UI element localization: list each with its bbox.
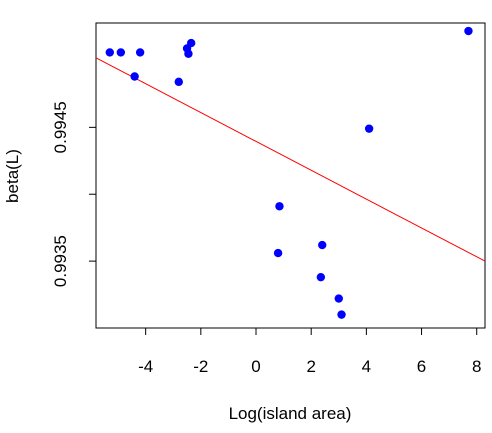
data-point xyxy=(275,202,284,211)
data-point xyxy=(105,48,114,57)
data-point xyxy=(334,294,343,303)
x-axis: -4 -2 0 2 4 6 8 xyxy=(138,328,481,376)
data-point xyxy=(184,49,193,58)
y-tick-label: 0.9945 xyxy=(51,101,70,153)
x-tick-label: 0 xyxy=(251,357,260,376)
data-point xyxy=(174,77,183,87)
data-point xyxy=(116,48,126,57)
points-layer xyxy=(105,26,473,319)
data-point xyxy=(316,272,326,282)
x-tick-label: 6 xyxy=(417,357,426,376)
x-tick-label: 4 xyxy=(362,357,371,376)
data-point xyxy=(186,38,196,48)
data-point xyxy=(464,26,473,36)
data-point xyxy=(318,240,327,250)
plot-frame xyxy=(95,22,486,329)
y-tick-label: 0.9935 xyxy=(51,235,70,287)
fit-line-layer xyxy=(95,57,486,262)
x-tick-label: 8 xyxy=(472,357,481,376)
data-point xyxy=(273,248,283,258)
x-tick-label: -2 xyxy=(193,357,208,376)
data-point xyxy=(130,72,139,81)
y-axis: 0.9935 0.9945 xyxy=(51,101,96,287)
data-point xyxy=(364,124,374,133)
regression-line xyxy=(95,57,486,262)
x-axis-label: Log(island area) xyxy=(229,404,352,423)
x-tick-label: -4 xyxy=(138,357,153,376)
data-point xyxy=(135,48,145,57)
data-point xyxy=(337,310,346,319)
y-axis-label: beta(L) xyxy=(3,149,22,203)
x-tick-label: 2 xyxy=(306,357,315,376)
